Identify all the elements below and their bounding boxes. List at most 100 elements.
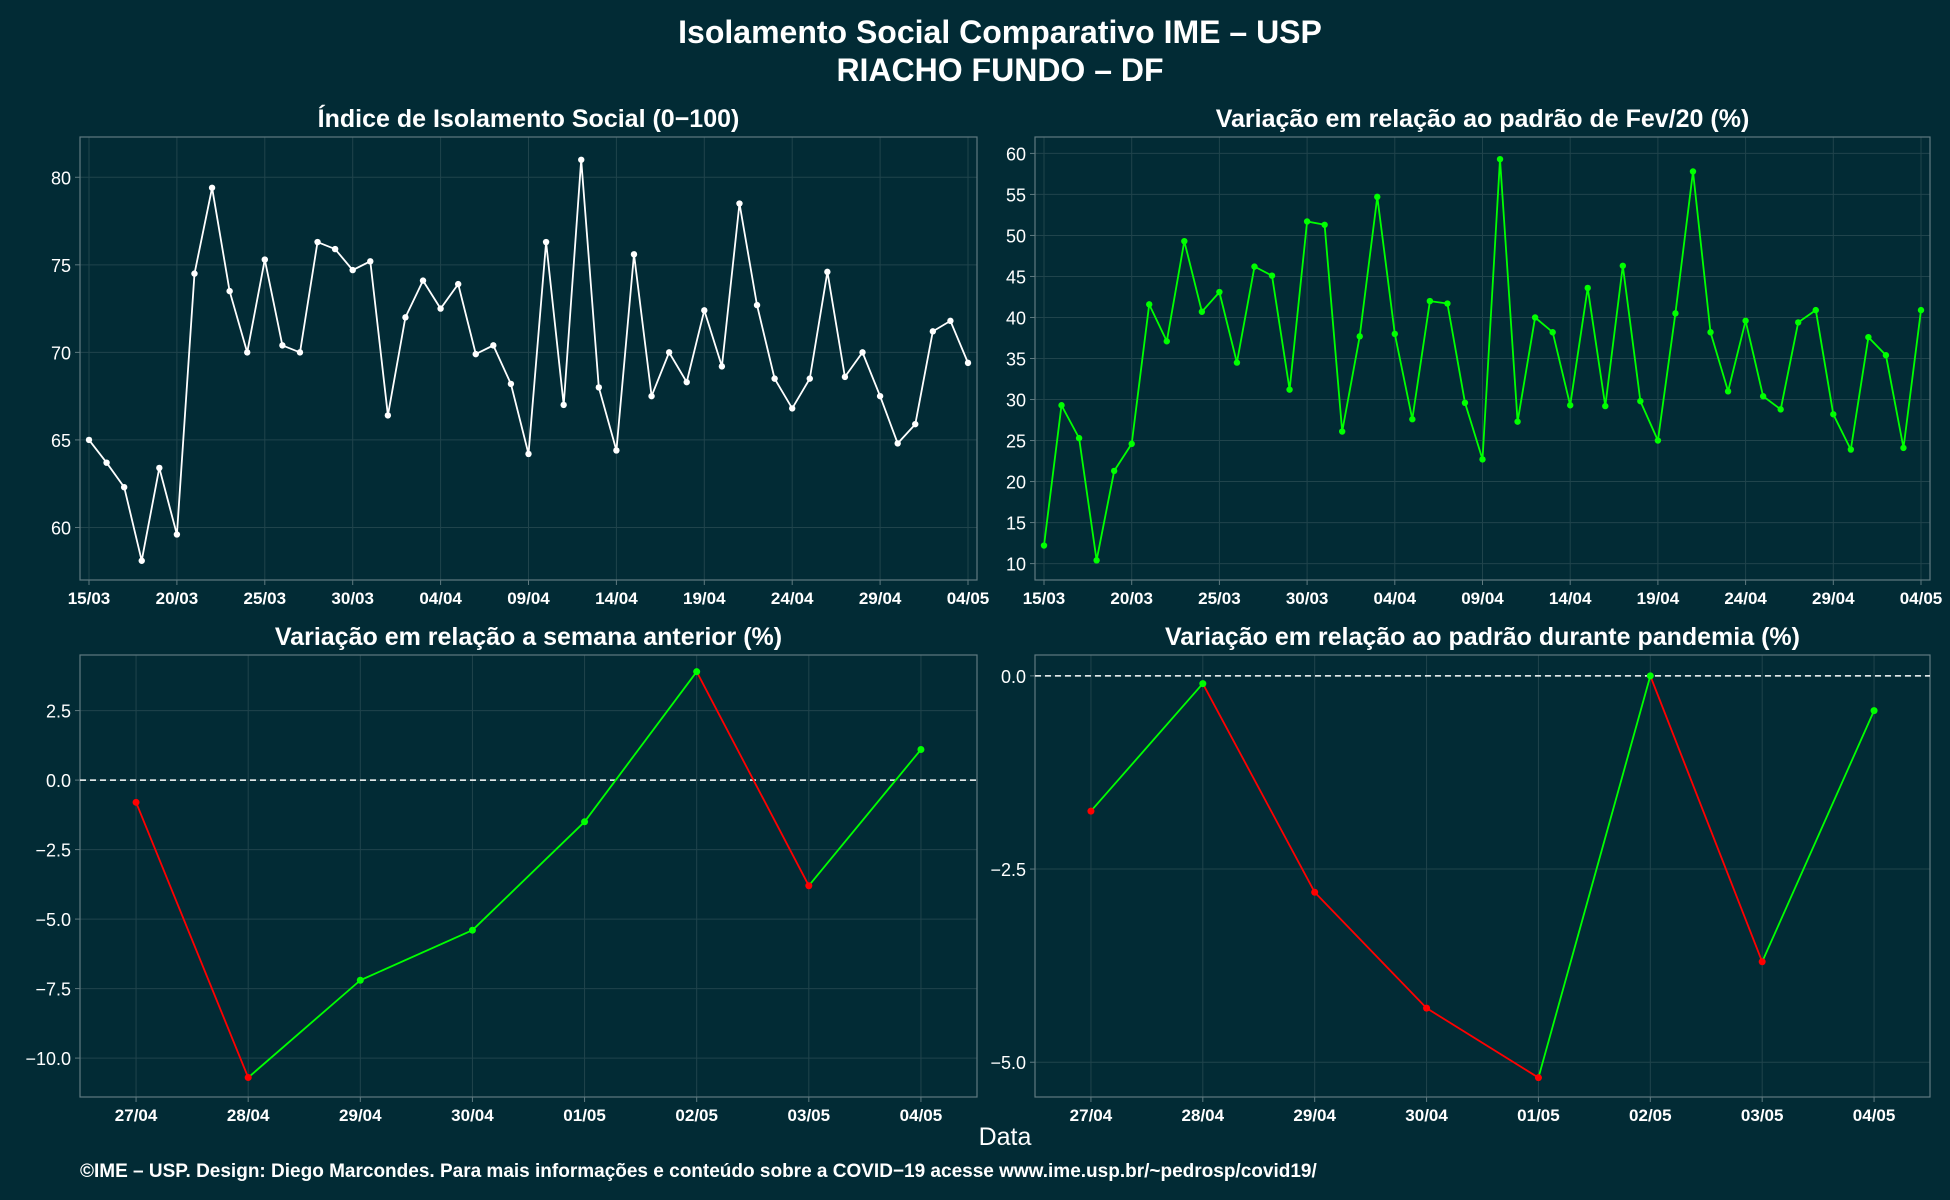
x-tick-label: 09/04 — [1461, 589, 1504, 608]
y-tick-label: 0.0 — [46, 771, 71, 791]
data-point — [1707, 329, 1714, 336]
data-point — [244, 1074, 252, 1082]
data-point — [929, 328, 937, 335]
y-tick-label: 60 — [51, 518, 71, 538]
y-tick-label: 0.0 — [1001, 667, 1026, 687]
x-tick-label: 04/04 — [419, 589, 462, 608]
panel-border — [1034, 654, 1931, 1098]
x-tick-label: 29/04 — [339, 1106, 382, 1125]
data-point — [1087, 807, 1095, 815]
y-tick-label: −5.0 — [35, 910, 71, 930]
x-tick-label: 02/05 — [1629, 1106, 1672, 1125]
x-tick-label: 29/04 — [859, 589, 902, 608]
x-tick-label: 24/04 — [771, 589, 814, 608]
y-tick-label: 60 — [1006, 144, 1026, 164]
data-point — [665, 349, 673, 356]
data-point — [1584, 284, 1591, 292]
data-point — [1423, 1004, 1431, 1012]
data-point — [1286, 386, 1293, 393]
data-point — [356, 976, 364, 984]
data-point — [1646, 672, 1654, 680]
x-tick-label: 02/05 — [675, 1106, 718, 1125]
x-tick-label: 27/04 — [115, 1106, 158, 1125]
data-point — [1567, 402, 1574, 409]
data-point — [1426, 297, 1434, 305]
data-point — [859, 349, 866, 356]
data-point — [454, 280, 462, 288]
x-tick-label: 04/05 — [947, 589, 990, 608]
x-tick-label: 15/03 — [68, 589, 111, 608]
data-point — [244, 349, 251, 356]
data-point — [437, 305, 444, 312]
x-tick-label: 28/04 — [1182, 1106, 1225, 1125]
data-point — [683, 378, 690, 386]
data-point — [367, 258, 374, 265]
data-point — [1356, 333, 1363, 340]
data-point — [1233, 359, 1241, 366]
data-point — [613, 447, 620, 454]
data-point — [1689, 168, 1697, 175]
data-point — [1758, 958, 1766, 966]
data-point — [525, 450, 532, 458]
data-point — [1865, 333, 1872, 341]
data-point — [912, 420, 919, 428]
y-tick-label: 10 — [1006, 555, 1026, 575]
panel-title: Variação em relação a semana anterior (%… — [275, 623, 782, 651]
x-tick-label: 01/05 — [1517, 1106, 1560, 1125]
y-tick-label: 15 — [1006, 514, 1026, 534]
data-point — [1199, 680, 1207, 688]
data-point — [331, 245, 339, 253]
data-point — [156, 464, 163, 472]
series-segment — [247, 979, 361, 1079]
figure-title-line2: RIACHO FUNDO – DF — [836, 52, 1163, 88]
data-point — [226, 287, 233, 295]
data-point — [1534, 1074, 1542, 1082]
data-point — [279, 342, 286, 349]
figure-title-line1: Isolamento Social Comparativo IME – USP — [678, 14, 1322, 50]
x-tick-label: 19/04 — [1637, 589, 1680, 608]
data-point — [1093, 557, 1100, 564]
data-point — [894, 440, 901, 447]
data-point — [1531, 314, 1539, 321]
data-point — [753, 301, 761, 309]
data-point — [1251, 263, 1258, 270]
data-point — [1847, 446, 1855, 453]
y-tick-label: 55 — [1006, 185, 1026, 205]
x-tick-label: 19/04 — [683, 589, 726, 608]
series-segment — [1314, 891, 1428, 1009]
data-point — [402, 314, 409, 321]
series-segment — [1426, 1007, 1539, 1079]
data-point — [1514, 418, 1521, 425]
y-tick-label: 25 — [1006, 432, 1026, 452]
data-point — [1409, 416, 1416, 423]
x-tick-label: 09/04 — [507, 589, 550, 608]
data-point — [648, 392, 655, 400]
panel-variation-feb20: Variação em relação ao padrão de Fev/20 … — [1006, 105, 1942, 608]
data-point — [468, 926, 476, 934]
data-point — [1777, 406, 1784, 413]
panel-variation-pandemic-pattern: Variação em relação ao padrão durante pa… — [990, 623, 1931, 1125]
y-tick-label: 50 — [1006, 226, 1026, 246]
data-point — [1374, 193, 1381, 201]
data-point — [1870, 707, 1878, 715]
series-segment — [808, 748, 922, 887]
x-tick-label: 28/04 — [227, 1106, 270, 1125]
x-tick-label: 14/04 — [1549, 589, 1592, 608]
data-point — [771, 375, 778, 382]
x-tick-label: 29/04 — [1812, 589, 1855, 608]
data-point — [490, 342, 497, 349]
data-point — [1163, 338, 1170, 345]
x-tick-label: 03/05 — [1741, 1106, 1784, 1125]
y-tick-label: 75 — [51, 256, 71, 276]
data-point — [917, 746, 925, 754]
panel-border — [1034, 136, 1931, 581]
data-point — [595, 384, 603, 391]
data-point — [1303, 218, 1311, 225]
series-segment — [583, 671, 698, 823]
data-point — [1181, 237, 1188, 245]
x-tick-label: 04/05 — [900, 1106, 943, 1125]
y-tick-label: 40 — [1006, 308, 1026, 328]
panel-isolation-index: Índice de Isolamento Social (0−100) 60 65 7… — [51, 104, 989, 608]
x-tick-label: 01/05 — [563, 1106, 606, 1125]
